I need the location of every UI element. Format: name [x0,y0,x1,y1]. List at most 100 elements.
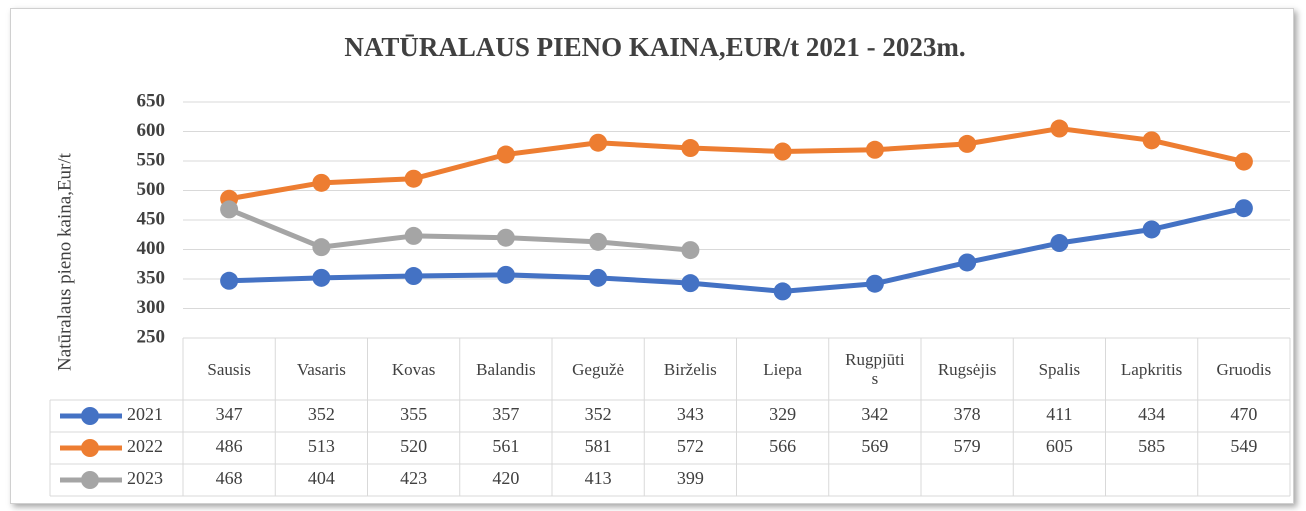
table-value: 413 [585,468,612,488]
table-value: 434 [1138,404,1165,424]
x-tick-label: Lapkritis [1106,338,1198,400]
x-tick-label: Vasaris [275,338,367,400]
table-value: 411 [1046,404,1072,424]
table-value: 342 [861,404,888,424]
data-point [865,274,884,293]
data-point [312,268,331,287]
data-point [773,142,792,161]
data-point [773,282,792,301]
chart-frame [10,8,1294,504]
x-tick-label: Rugsėjis [921,338,1013,400]
data-point [220,200,239,219]
legend-label: 2022 [127,436,163,456]
table-value: 470 [1230,404,1257,424]
x-tick-label: Liepa [737,338,829,400]
category-text: Rugpjūtis [845,350,905,388]
data-point [958,253,977,272]
data-point [589,268,608,287]
table-value: 468 [216,468,243,488]
y-tick-label: 450 [137,208,166,229]
category-text: Vasaris [296,359,346,379]
table-value: 549 [1230,436,1257,456]
category-text: Gegužė [572,359,625,379]
data-point [681,241,700,260]
table-value: 399 [677,468,704,488]
series-line [228,126,1245,202]
category-text: Lapkritis [1120,359,1183,379]
category-text: Balandis [476,359,536,379]
series-line [229,205,1245,294]
data-point [1234,152,1253,171]
data-point [404,226,423,245]
data-point [404,267,423,286]
y-tick-label: 300 [137,297,166,318]
table-value: 343 [677,404,704,424]
table-value: 347 [216,404,243,424]
y-tick-label: 600 [137,120,166,141]
data-point [1234,199,1253,218]
data-point [496,228,515,247]
chart-title: NATŪRALAUS PIENO KAINA,EUR/t 2021 - 2023… [344,32,965,62]
y-tick-label: 500 [137,179,166,200]
data-point [1142,220,1161,239]
category-text: Kovas [391,359,436,379]
table-value: 569 [861,436,888,456]
legend-marker [81,471,99,489]
category-text: Liepa [763,359,802,379]
table-value: 357 [492,404,519,424]
data-point [865,140,884,159]
y-tick-label: 550 [137,149,166,170]
x-tick-label: Rugpjūtis [829,338,921,400]
data-point [589,133,608,152]
table-value: 378 [954,404,981,424]
table-value: 566 [769,436,796,456]
x-tick-label: Gruodis [1198,338,1290,400]
table-value: 329 [769,404,796,424]
table-value: 581 [585,436,612,456]
legend-marker [81,439,99,457]
data-point [681,139,700,158]
x-tick-label: Gegužė [552,338,644,400]
legend-marker [81,407,99,425]
data-point [589,232,608,251]
data-point [681,274,700,293]
table-value: 404 [308,468,335,488]
table-value: 420 [492,468,519,488]
table-value: 352 [308,404,335,424]
x-tick-label: Kovas [368,338,460,400]
table-value: 572 [677,436,704,456]
table-value: 486 [216,436,243,456]
x-tick-label: Birželis [644,338,736,400]
y-tick-label: 250 [137,326,166,347]
legend-label: 2023 [127,468,163,488]
data-point [1050,119,1069,138]
table-value: 585 [1138,436,1165,456]
data-point [312,238,331,257]
table-value: 513 [308,436,335,456]
table-value: 520 [400,436,427,456]
table-value: 355 [400,404,427,424]
y-tick-label: 400 [137,238,166,259]
category-text: Gruodis [1216,359,1272,379]
data-point [496,145,515,164]
legend-label: 2021 [127,404,163,424]
x-tick-label: Sausis [183,338,275,400]
category-text: Rugsėjis [937,359,997,379]
data-point [958,134,977,153]
x-tick-label: Balandis [460,338,552,400]
data-point [1142,131,1161,150]
category-text: Birželis [663,359,717,379]
data-point [404,169,423,188]
data-point [1050,234,1069,253]
x-tick-label: Spalis [1013,338,1105,400]
table-value: 423 [400,468,427,488]
table-value: 352 [585,404,612,424]
data-point [220,271,239,290]
y-tick-label: 350 [137,267,166,288]
table-value: 579 [954,436,981,456]
y-tick-label: 650 [137,90,166,111]
y-axis-title: Natūralaus pieno kaina,Eur/t [54,152,75,371]
table-value: 605 [1046,436,1073,456]
